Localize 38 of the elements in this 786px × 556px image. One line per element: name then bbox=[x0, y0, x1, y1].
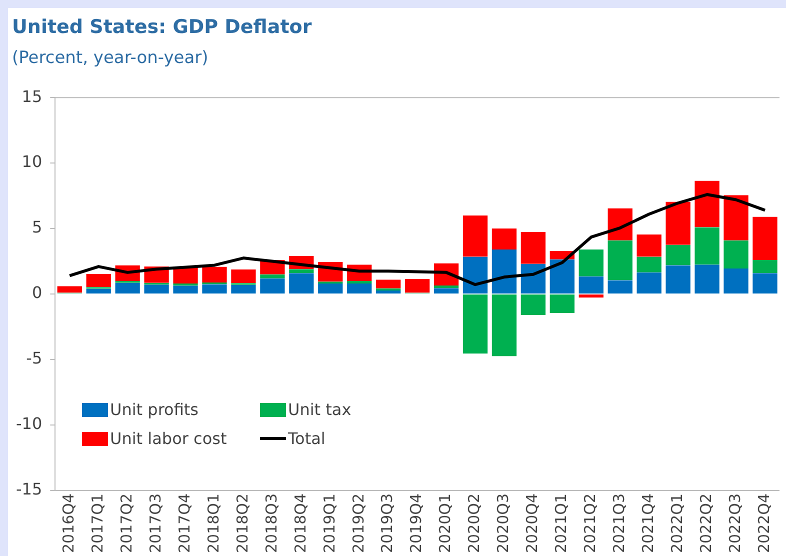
chart-subtitle: (Percent, year-on-year) bbox=[12, 48, 208, 68]
x-tick-label: 2017Q4 bbox=[175, 493, 194, 554]
chart-title: United States: GDP Deflator bbox=[12, 16, 312, 38]
x-tick-label: 2020Q3 bbox=[494, 493, 512, 554]
legend-label: Unit tax bbox=[288, 400, 352, 419]
x-tick-label: 2017Q2 bbox=[117, 493, 136, 554]
x-tick-label: 2019Q4 bbox=[407, 493, 426, 554]
x-tick-label: 2018Q1 bbox=[204, 493, 222, 554]
y-tick-label: -15 bbox=[16, 480, 42, 499]
x-tick-label: 2022Q4 bbox=[754, 493, 773, 554]
y-tick-label: -5 bbox=[26, 348, 42, 368]
legend-label: Total bbox=[288, 429, 326, 448]
x-tick-label: 2017Q3 bbox=[146, 493, 164, 554]
x-tick-label: 2022Q2 bbox=[696, 493, 715, 554]
x-tick-label: 2018Q4 bbox=[291, 493, 310, 554]
x-tick-label: 2021Q1 bbox=[552, 493, 570, 554]
x-tick-label: 2019Q2 bbox=[349, 493, 368, 554]
legend-label: Unit labor cost bbox=[110, 429, 227, 448]
x-tick-label: 2021Q3 bbox=[610, 493, 628, 554]
y-tick-label: 15 bbox=[22, 86, 42, 106]
x-tick-label: 2018Q2 bbox=[233, 493, 252, 554]
x-tick-label: 2022Q1 bbox=[668, 493, 686, 554]
y-tick-label: -10 bbox=[16, 414, 42, 434]
x-tick-label: 2018Q3 bbox=[262, 493, 280, 554]
x-tick-label: 2020Q1 bbox=[436, 493, 454, 554]
x-tick-label: 2019Q3 bbox=[378, 493, 396, 554]
x-tick-label: 2017Q1 bbox=[88, 493, 106, 554]
x-tick-label: 2019Q1 bbox=[320, 493, 338, 554]
legend-label: Unit profits bbox=[110, 400, 199, 419]
x-tick-label: 2016Q4 bbox=[60, 493, 78, 554]
x-tick-label: 2020Q2 bbox=[465, 493, 484, 554]
x-tick-label: 2022Q3 bbox=[726, 493, 744, 554]
y-tick-label: 0 bbox=[32, 283, 42, 302]
x-tick-label: 2020Q4 bbox=[523, 493, 542, 554]
x-tick-label: 2021Q2 bbox=[581, 493, 600, 554]
y-tick-label: 5 bbox=[32, 218, 42, 237]
y-tick-label: 10 bbox=[22, 152, 42, 172]
x-tick-label: 2021Q4 bbox=[638, 493, 657, 554]
